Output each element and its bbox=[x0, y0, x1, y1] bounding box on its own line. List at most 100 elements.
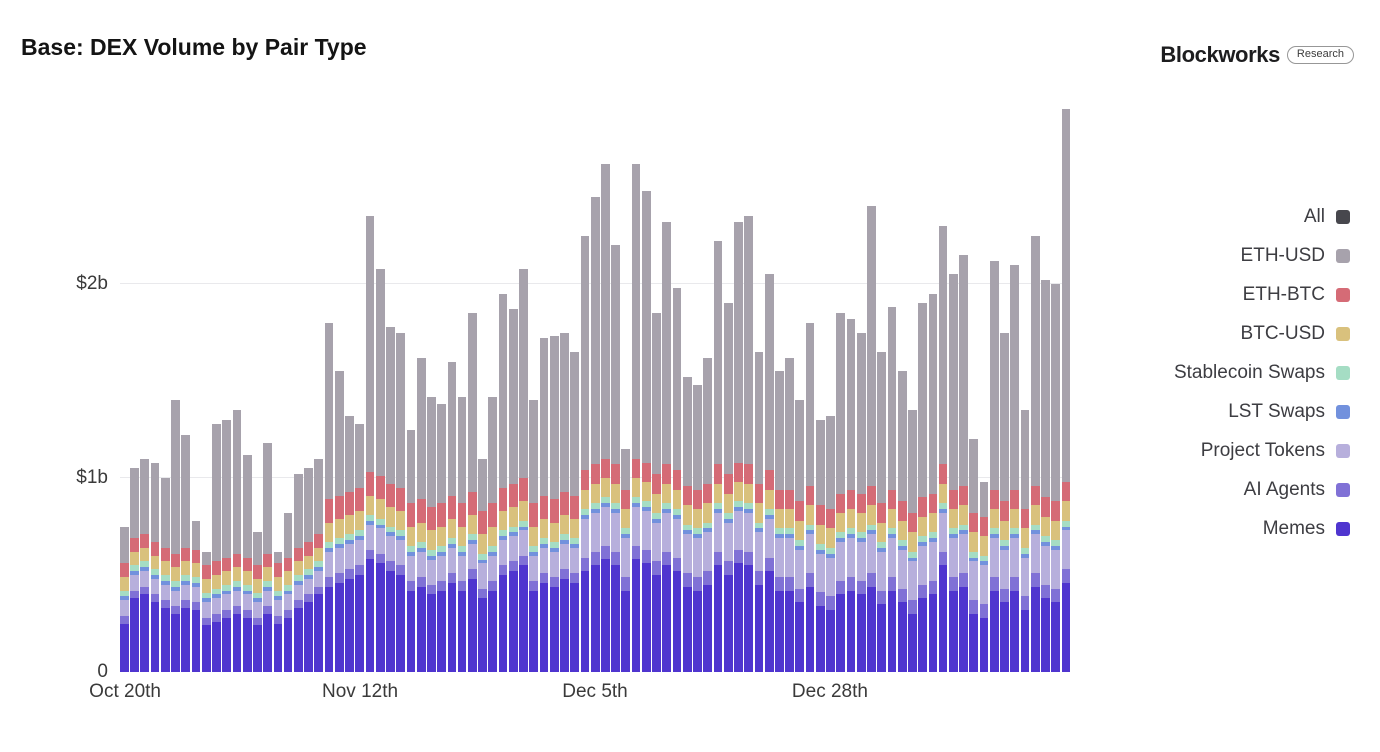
legend-item-ai-agents[interactable]: AI Agents bbox=[1174, 470, 1350, 509]
bar-stack[interactable] bbox=[140, 458, 150, 672]
bar-stack[interactable] bbox=[386, 326, 395, 672]
bar-stack[interactable] bbox=[590, 196, 600, 672]
bar-stack[interactable] bbox=[232, 410, 242, 672]
bar-stack[interactable] bbox=[938, 225, 948, 672]
bar-stack[interactable] bbox=[918, 303, 928, 672]
bar-stack[interactable] bbox=[723, 303, 733, 672]
bar-stack[interactable] bbox=[713, 241, 723, 672]
bar-stack[interactable] bbox=[406, 429, 416, 672]
bar-stack[interactable] bbox=[191, 520, 201, 672]
bar-stack[interactable] bbox=[488, 396, 498, 672]
bar-stack[interactable] bbox=[908, 410, 917, 672]
bar-stack[interactable] bbox=[345, 415, 354, 672]
bar-stack[interactable] bbox=[570, 351, 580, 672]
bar-stack[interactable] bbox=[601, 163, 610, 672]
bar-stack[interactable] bbox=[580, 235, 590, 672]
bar-stack[interactable] bbox=[467, 313, 477, 672]
bar-stack[interactable] bbox=[836, 313, 846, 672]
bar-stack[interactable] bbox=[611, 245, 620, 672]
bar-stack[interactable] bbox=[253, 532, 262, 672]
bar-stack[interactable] bbox=[979, 481, 989, 672]
bar-stack[interactable] bbox=[887, 307, 897, 672]
bar-stack[interactable] bbox=[120, 526, 129, 672]
bar-stack[interactable] bbox=[355, 423, 365, 672]
bar-stack[interactable] bbox=[263, 443, 273, 672]
bar-stack[interactable] bbox=[805, 322, 815, 672]
bar-stack[interactable] bbox=[1020, 410, 1030, 672]
bar-stack[interactable] bbox=[641, 190, 651, 672]
bar-stack[interactable] bbox=[693, 384, 702, 672]
bar-stack[interactable] bbox=[242, 454, 252, 672]
bar-stack[interactable] bbox=[1041, 280, 1050, 672]
bar-stack[interactable] bbox=[222, 419, 232, 672]
bar-stack[interactable] bbox=[375, 268, 385, 672]
bar-stack[interactable] bbox=[334, 371, 344, 672]
bar-stack[interactable] bbox=[621, 448, 631, 672]
bar-stack[interactable] bbox=[928, 293, 938, 672]
bar-stack[interactable] bbox=[775, 371, 784, 672]
bar-stack[interactable] bbox=[867, 206, 876, 672]
bar-stack[interactable] bbox=[283, 512, 293, 672]
bar-stack[interactable] bbox=[989, 260, 999, 672]
bar-stack[interactable] bbox=[815, 419, 825, 672]
bar-stack[interactable] bbox=[682, 377, 692, 672]
bar-stack[interactable] bbox=[478, 458, 487, 672]
bar-stack[interactable] bbox=[150, 462, 160, 672]
bar-stack[interactable] bbox=[795, 400, 805, 672]
bar-stack[interactable] bbox=[856, 332, 866, 672]
bar-stack[interactable] bbox=[631, 163, 641, 672]
bar-stack[interactable] bbox=[201, 551, 211, 672]
bar-stack[interactable] bbox=[744, 216, 754, 672]
bar-stack[interactable] bbox=[703, 357, 713, 672]
bar-stack[interactable] bbox=[212, 423, 221, 672]
bar-stack[interactable] bbox=[652, 313, 661, 672]
bar-stack[interactable] bbox=[498, 293, 508, 672]
bar-stack[interactable] bbox=[508, 309, 518, 672]
bar-stack[interactable] bbox=[1000, 332, 1009, 672]
bar-stack[interactable] bbox=[785, 357, 794, 672]
legend-item-project-tokens[interactable]: Project Tokens bbox=[1174, 431, 1350, 470]
bar-stack[interactable] bbox=[324, 322, 334, 672]
legend-item-eth-usd[interactable]: ETH-USD bbox=[1174, 236, 1350, 275]
bar-stack[interactable] bbox=[1010, 264, 1020, 672]
bar-stack[interactable] bbox=[846, 318, 856, 672]
bar-stack[interactable] bbox=[437, 404, 446, 672]
bar-stack[interactable] bbox=[539, 338, 549, 672]
legend-item-eth-btc[interactable]: ETH-BTC bbox=[1174, 275, 1350, 314]
legend-item-memes[interactable]: Memes bbox=[1174, 509, 1350, 548]
bar-stack[interactable] bbox=[826, 415, 835, 672]
bar-stack[interactable] bbox=[734, 221, 743, 672]
bar-stack[interactable] bbox=[314, 458, 324, 672]
bar-stack[interactable] bbox=[1061, 109, 1071, 672]
bar-stack[interactable] bbox=[181, 435, 191, 672]
bar-stack[interactable] bbox=[560, 332, 569, 672]
bar-stack[interactable] bbox=[273, 551, 283, 672]
bar-stack[interactable] bbox=[948, 274, 958, 672]
bar-stack[interactable] bbox=[171, 400, 180, 672]
bar-stack[interactable] bbox=[959, 254, 968, 672]
bar-stack[interactable] bbox=[754, 351, 764, 672]
bar-stack[interactable] bbox=[1051, 284, 1061, 672]
bar-stack[interactable] bbox=[529, 400, 539, 672]
bar-stack[interactable] bbox=[427, 396, 436, 672]
bar-stack[interactable] bbox=[293, 474, 303, 672]
bar-stack[interactable] bbox=[396, 332, 406, 672]
bar-stack[interactable] bbox=[447, 361, 457, 672]
legend-item-lst-swaps[interactable]: LST Swaps bbox=[1174, 392, 1350, 431]
bar-stack[interactable] bbox=[969, 439, 979, 672]
legend-item-stablecoin-swaps[interactable]: Stablecoin Swaps bbox=[1174, 353, 1350, 392]
bar-stack[interactable] bbox=[130, 468, 139, 672]
bar-stack[interactable] bbox=[160, 478, 170, 672]
bar-stack[interactable] bbox=[304, 468, 313, 672]
bar-stack[interactable] bbox=[897, 371, 907, 672]
bar-stack[interactable] bbox=[549, 336, 559, 672]
legend-item-btc-usd[interactable]: BTC-USD bbox=[1174, 314, 1350, 353]
bar-stack[interactable] bbox=[1030, 235, 1040, 672]
bar-stack[interactable] bbox=[519, 268, 528, 672]
bar-stack[interactable] bbox=[662, 221, 672, 672]
bar-stack[interactable] bbox=[764, 274, 774, 672]
bar-stack[interactable] bbox=[877, 351, 887, 672]
bar-stack[interactable] bbox=[416, 357, 426, 672]
bar-stack[interactable] bbox=[672, 287, 682, 672]
bar-stack[interactable] bbox=[365, 216, 375, 672]
